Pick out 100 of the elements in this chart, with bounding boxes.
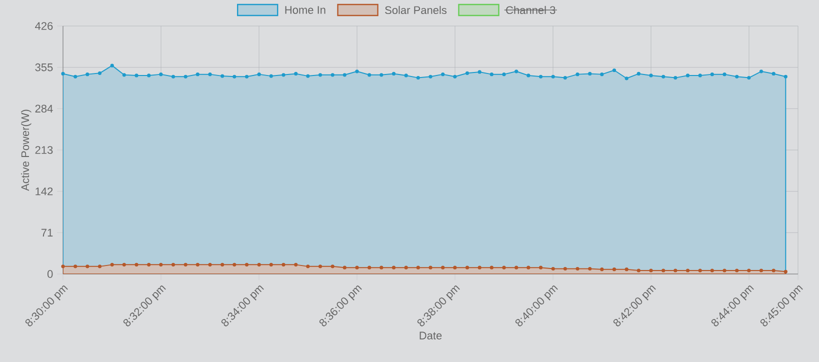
point [159, 72, 163, 76]
point [674, 268, 678, 272]
point [147, 262, 151, 266]
y-tick-label: 71 [41, 228, 53, 236]
point [514, 266, 518, 270]
point [563, 76, 567, 80]
point [551, 266, 555, 271]
point [649, 268, 653, 272]
point [232, 74, 236, 78]
point [318, 264, 322, 268]
point [269, 262, 273, 266]
point [428, 266, 432, 270]
point [416, 76, 420, 80]
point [294, 262, 298, 266]
point [686, 268, 690, 272]
point [453, 74, 457, 78]
point [465, 71, 470, 75]
point [282, 262, 286, 266]
point [306, 74, 310, 78]
point [710, 72, 714, 76]
point [134, 262, 138, 266]
point [624, 268, 628, 272]
point [330, 264, 334, 268]
point [747, 76, 751, 80]
point [686, 74, 690, 78]
y-tick-label: 213 [35, 146, 53, 154]
point [61, 264, 65, 268]
point [330, 73, 334, 77]
point [86, 264, 90, 268]
point [453, 266, 457, 270]
y-tick-label: 142 [36, 187, 53, 196]
point [74, 264, 78, 268]
point [380, 73, 384, 77]
point [147, 74, 151, 78]
point [636, 72, 640, 76]
point [441, 266, 445, 270]
point [342, 266, 346, 270]
point [636, 268, 640, 272]
point [404, 74, 408, 78]
point [257, 262, 261, 266]
point [342, 73, 346, 77]
point [244, 262, 249, 266]
point [662, 268, 666, 272]
point [612, 268, 616, 272]
x-axis-title: Date [420, 332, 442, 340]
point [110, 262, 114, 266]
point [759, 70, 764, 74]
point [502, 266, 506, 270]
point [759, 268, 764, 272]
point [649, 74, 653, 78]
point [490, 266, 494, 270]
point [294, 72, 298, 76]
point [184, 74, 188, 78]
point [368, 266, 372, 270]
point [735, 268, 739, 272]
legend-label: Home In [285, 6, 326, 14]
point [61, 72, 65, 76]
point [441, 72, 445, 76]
point [392, 72, 396, 76]
point [784, 74, 788, 78]
point [282, 73, 286, 77]
y-axis-title: Active Power(W) [21, 110, 32, 191]
point [257, 72, 261, 76]
point [428, 74, 432, 78]
point [184, 262, 188, 266]
point [122, 73, 126, 77]
point [722, 72, 726, 76]
point [576, 266, 580, 271]
point [392, 266, 396, 270]
point [318, 73, 322, 77]
point [244, 74, 249, 78]
point [355, 70, 359, 74]
point [98, 71, 102, 75]
point [122, 262, 126, 266]
point [86, 72, 90, 76]
y-tick-label: 0 [47, 270, 53, 278]
point [538, 266, 543, 270]
point [612, 68, 616, 72]
point [465, 266, 470, 270]
point [772, 268, 776, 272]
point [526, 266, 530, 270]
y-tick-label: 284 [35, 104, 53, 113]
point [171, 74, 176, 78]
point [662, 74, 666, 78]
point [674, 76, 678, 80]
point [747, 268, 751, 272]
point [735, 74, 739, 78]
point [110, 64, 114, 68]
point [269, 74, 273, 78]
point [208, 72, 212, 76]
point [600, 72, 604, 76]
point [588, 72, 592, 76]
point [208, 262, 212, 266]
legend-label: Solar Panels [385, 6, 447, 14]
point [722, 268, 726, 272]
point [196, 72, 200, 76]
y-tick-label: 426 [35, 22, 53, 30]
point [368, 73, 372, 77]
point [196, 262, 200, 266]
point [416, 266, 420, 270]
